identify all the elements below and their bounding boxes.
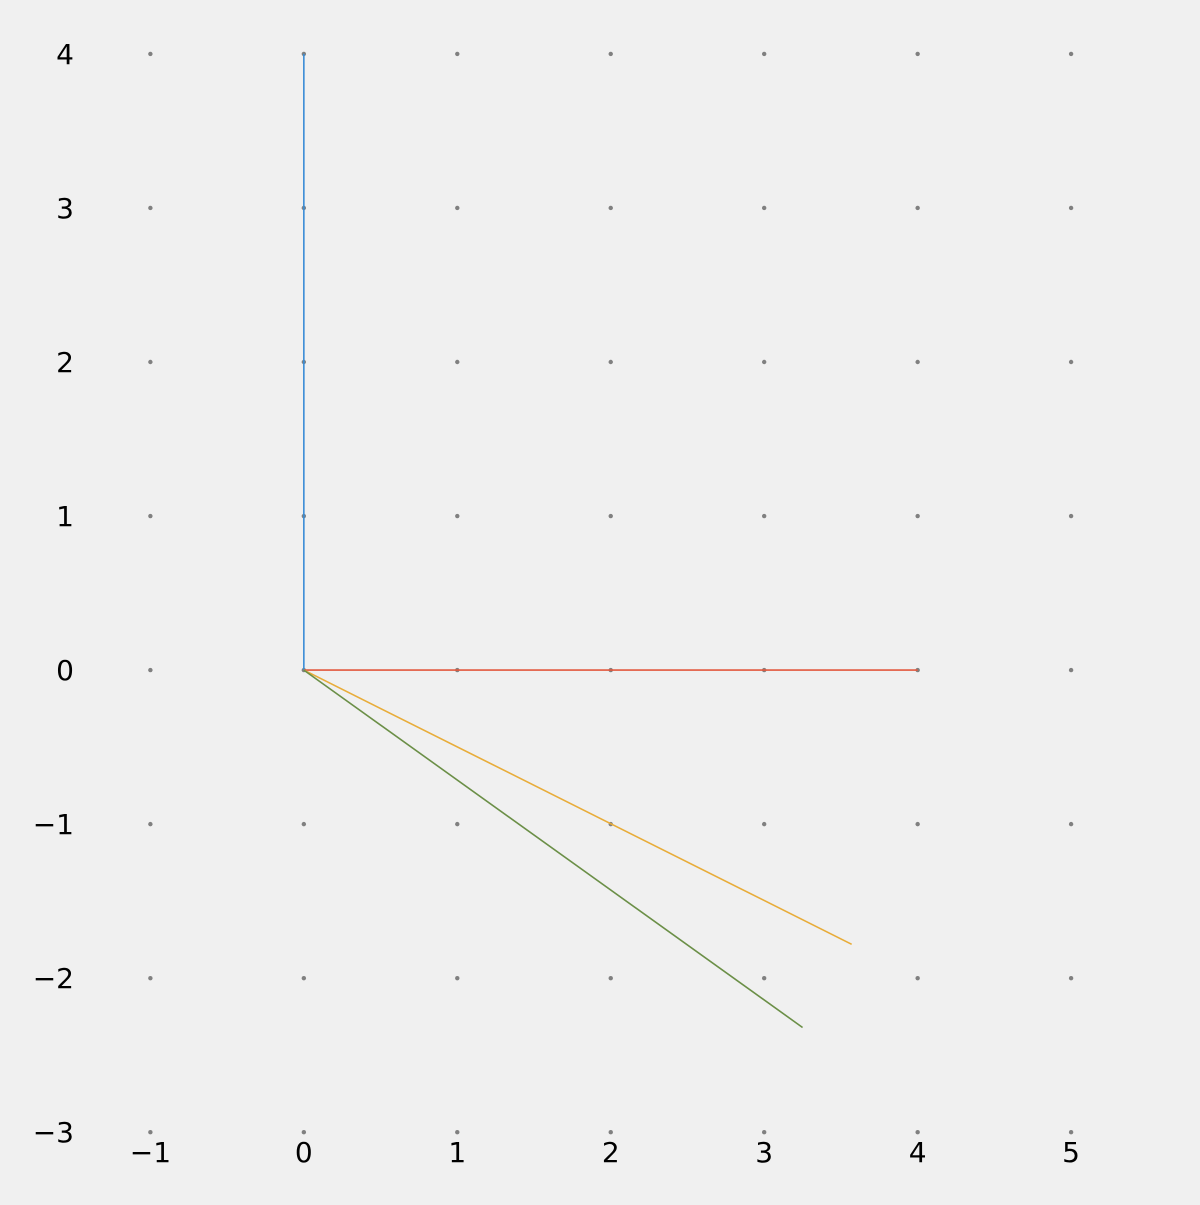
grid-dot — [455, 205, 460, 211]
grid-dot — [301, 1130, 307, 1135]
grid-dot — [148, 359, 153, 365]
y-tick-label: 1 — [56, 500, 74, 533]
x-tick-label: −1 — [130, 1136, 171, 1169]
x-tick-label: 2 — [602, 1136, 620, 1169]
grid-dot — [1068, 821, 1074, 827]
grid-dot — [148, 205, 153, 211]
grid-dot — [301, 821, 307, 827]
grid-dot — [608, 51, 613, 57]
grid-dot — [761, 513, 767, 519]
grid-dot — [761, 359, 767, 365]
x-tick-label: 1 — [448, 1136, 466, 1169]
grid-dot — [608, 205, 613, 211]
x-tick-labels: −1 0 1 2 3 4 5 — [130, 1136, 1080, 1169]
series-line-3 — [303, 669, 853, 946]
series-line-4 — [303, 669, 804, 1029]
grid-dot — [148, 821, 153, 827]
grid-dot — [1068, 975, 1074, 981]
grid-dot — [148, 513, 153, 519]
grid-dot — [608, 359, 613, 365]
grid-dot — [455, 513, 460, 519]
x-tick-label: 5 — [1062, 1136, 1080, 1169]
grid-dot — [1068, 51, 1074, 57]
grid-dot — [915, 1130, 920, 1135]
grid-dot — [1068, 513, 1074, 519]
grid-dot — [915, 975, 920, 981]
grid-dot — [608, 975, 613, 981]
grid-dot — [1068, 1130, 1074, 1135]
y-tick-label: −2 — [33, 962, 74, 995]
grid-dot — [148, 1130, 153, 1135]
grid-dot — [608, 1130, 613, 1135]
series-lines — [303, 53, 918, 1029]
grid-dot — [148, 975, 153, 981]
grid-dot — [761, 205, 767, 211]
grid-dot — [915, 359, 920, 365]
grid-dots — [148, 51, 1074, 1135]
x-tick-label: 3 — [755, 1136, 773, 1169]
grid-dot — [455, 51, 460, 57]
grid-dot — [761, 821, 767, 827]
grid-dot — [1068, 667, 1074, 673]
grid-dot — [761, 1130, 767, 1135]
y-tick-label: 4 — [56, 38, 74, 71]
grid-dot — [915, 821, 920, 827]
x-tick-label: 4 — [909, 1136, 927, 1169]
x-tick-label: 0 — [295, 1136, 313, 1169]
grid-dot — [915, 513, 920, 519]
grid-dot — [148, 51, 153, 57]
y-tick-label: 0 — [56, 654, 74, 687]
grid-dot — [761, 51, 767, 57]
y-tick-label: −1 — [33, 808, 74, 841]
grid-dot — [1068, 205, 1074, 211]
grid-dot — [761, 975, 767, 981]
y-tick-labels: −3 −2 −1 0 1 2 3 4 — [33, 38, 74, 1149]
y-tick-label: −3 — [33, 1116, 74, 1149]
grid-dot — [455, 975, 460, 981]
y-tick-label: 2 — [56, 346, 74, 379]
grid-dot — [915, 51, 920, 57]
grid-dot — [455, 1130, 460, 1135]
grid-dot — [301, 975, 307, 981]
grid-dot — [1068, 359, 1074, 365]
y-tick-label: 3 — [56, 192, 74, 225]
grid-dot — [148, 667, 153, 673]
grid-dot — [915, 205, 920, 211]
grid-dot — [455, 821, 460, 827]
grid-dot — [608, 513, 613, 519]
grid-dot — [455, 359, 460, 365]
